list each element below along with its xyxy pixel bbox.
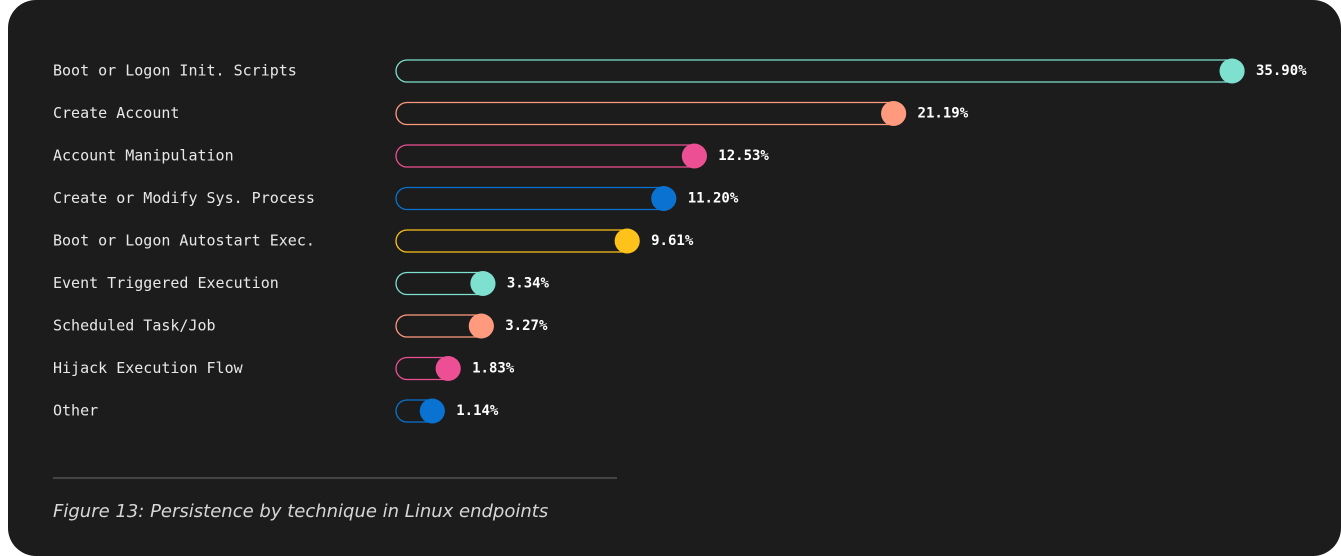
bar-cap <box>468 313 494 339</box>
caption: Figure 13: Persistence by technique in L… <box>53 501 548 522</box>
category-label: Hijack Execution Flow <box>53 359 244 377</box>
category-label: Boot or Logon Autostart Exec. <box>53 232 315 250</box>
bar <box>395 144 707 168</box>
value-label: 3.27% <box>505 318 548 334</box>
bar-cap <box>651 186 677 211</box>
bar <box>395 59 1245 83</box>
category-label: Account Manipulation <box>53 147 234 165</box>
bar-cap <box>435 356 461 381</box>
bar-cap <box>419 398 445 424</box>
category-label: Boot or Logon Init. Scripts <box>53 62 297 80</box>
category-label: Create Account <box>53 104 179 122</box>
bar-cap <box>881 101 907 126</box>
bar-cap <box>470 271 496 296</box>
bar-cap <box>614 228 640 254</box>
value-label: 9.61% <box>651 233 694 249</box>
value-label: 1.83% <box>472 361 515 377</box>
value-label: 3.34% <box>507 276 550 292</box>
bar <box>395 186 677 211</box>
value-label: 1.14% <box>456 403 499 419</box>
bar-cap <box>1219 58 1245 84</box>
bar <box>395 101 907 126</box>
category-label: Create or Modify Sys. Process <box>53 189 315 207</box>
bar-cap <box>681 143 707 169</box>
category-label: Scheduled Task/Job <box>53 317 216 335</box>
value-label: 11.20% <box>688 191 739 207</box>
card <box>8 0 1341 556</box>
bar <box>395 229 640 253</box>
value-label: 35.90% <box>1256 63 1307 79</box>
value-label: 12.53% <box>718 148 769 164</box>
category-label: Event Triggered Execution <box>53 274 279 292</box>
value-label: 21.19% <box>918 106 969 122</box>
category-label: Other <box>53 402 98 420</box>
